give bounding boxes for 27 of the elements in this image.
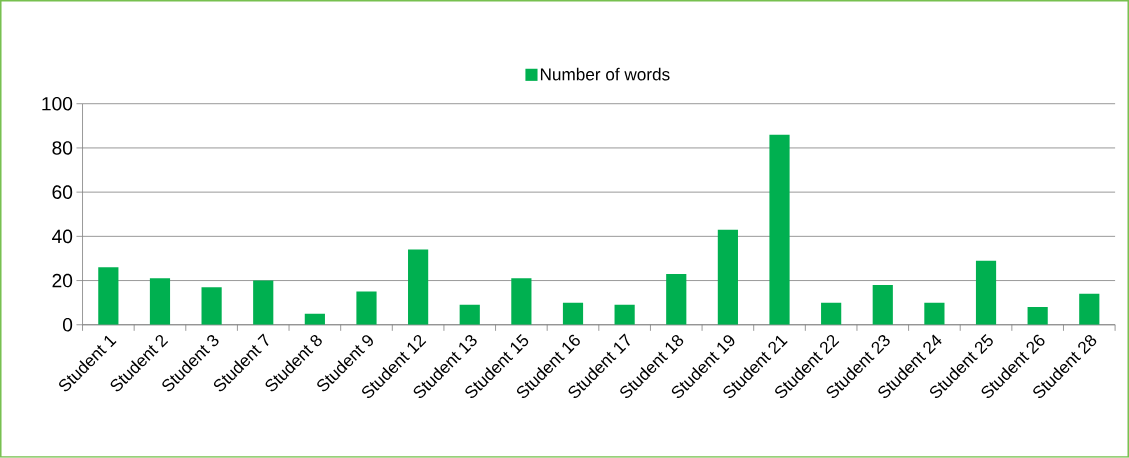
bar xyxy=(717,229,738,325)
y-tick-label: 20 xyxy=(52,273,73,288)
bar xyxy=(872,285,893,325)
bar xyxy=(459,305,480,325)
bar xyxy=(666,274,687,325)
bar xyxy=(511,278,532,325)
y-tick-label: 80 xyxy=(52,141,73,155)
bar xyxy=(975,260,997,325)
y-tick-label: 0 xyxy=(62,318,73,332)
bar xyxy=(562,302,584,325)
y-tick-label: 60 xyxy=(52,185,73,200)
bar xyxy=(821,302,842,325)
bar xyxy=(408,249,429,325)
bar xyxy=(356,291,377,325)
legend-label: Number of words xyxy=(540,67,670,81)
bar xyxy=(924,302,945,325)
bar xyxy=(1079,293,1100,325)
y-tick-label: 100 xyxy=(42,97,73,111)
bar xyxy=(149,278,171,325)
bar xyxy=(201,287,222,325)
y-tick-label: 40 xyxy=(52,229,73,244)
bar xyxy=(1027,307,1048,325)
bar xyxy=(769,134,790,325)
bar xyxy=(614,305,635,325)
bar xyxy=(304,313,325,325)
bar xyxy=(253,280,274,325)
bar xyxy=(98,267,119,325)
